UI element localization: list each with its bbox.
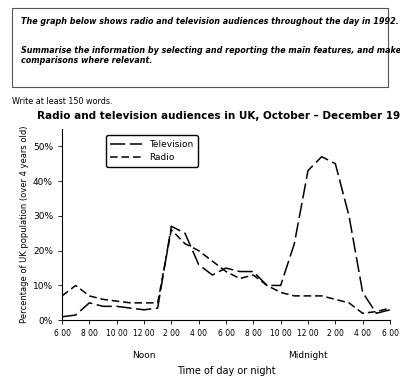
- Television: [210, 273, 215, 277]
- Television: [333, 161, 338, 166]
- Television: [155, 306, 160, 310]
- Television: [169, 224, 174, 229]
- FancyBboxPatch shape: [12, 8, 388, 87]
- Text: Summarise the information by selecting and reporting the main features, and make: Summarise the information by selecting a…: [22, 46, 400, 65]
- Legend: Television, Radio: Television, Radio: [106, 135, 198, 167]
- Text: Noon: Noon: [132, 351, 156, 360]
- Television: [374, 311, 379, 316]
- Television: [292, 241, 297, 246]
- Text: Midnight: Midnight: [288, 351, 328, 360]
- Radio: [333, 297, 338, 302]
- Television: [101, 304, 106, 309]
- Television: [87, 301, 92, 305]
- Television: [60, 315, 64, 319]
- Television: [182, 231, 187, 235]
- Television: [388, 307, 392, 312]
- Television: [224, 266, 228, 270]
- Television: [114, 304, 119, 309]
- Television: [128, 306, 133, 310]
- Television: [142, 307, 146, 312]
- Radio: [319, 294, 324, 298]
- Text: The graph below shows radio and television audiences throughout the day in 1992.: The graph below shows radio and televisi…: [22, 17, 399, 26]
- Television: [251, 269, 256, 274]
- Radio: [87, 294, 92, 298]
- Radio: [182, 241, 187, 246]
- Radio: [114, 299, 119, 303]
- Radio: [346, 301, 352, 305]
- Television: [346, 214, 352, 218]
- Television: [306, 168, 310, 173]
- Radio: [388, 306, 392, 310]
- Television: [73, 313, 78, 317]
- Television: [360, 290, 365, 295]
- Radio: [237, 276, 242, 281]
- Radio: [128, 301, 133, 305]
- Line: Radio: Radio: [62, 230, 390, 313]
- Television: [237, 269, 242, 274]
- Television: [196, 262, 201, 267]
- Y-axis label: Percentage of UK population (over 4 years old): Percentage of UK population (over 4 year…: [20, 126, 29, 323]
- Text: Write at least 150 words.: Write at least 150 words.: [12, 97, 112, 106]
- Radio: [292, 294, 297, 298]
- Radio: [374, 309, 379, 314]
- Radio: [306, 294, 310, 298]
- Television: [278, 283, 283, 288]
- Radio: [210, 259, 215, 263]
- Radio: [169, 227, 174, 232]
- Radio: [60, 294, 64, 298]
- Line: Television: Television: [62, 157, 390, 317]
- Radio: [196, 248, 201, 253]
- Radio: [155, 301, 160, 305]
- Radio: [142, 301, 146, 305]
- Title: Radio and television audiences in UK, October – December 1992: Radio and television audiences in UK, Oc…: [37, 111, 400, 121]
- X-axis label: Time of day or night: Time of day or night: [177, 366, 275, 376]
- Television: [265, 283, 270, 288]
- Radio: [251, 273, 256, 277]
- Radio: [278, 290, 283, 295]
- Radio: [224, 269, 228, 274]
- Radio: [265, 283, 270, 288]
- Television: [319, 154, 324, 159]
- Radio: [360, 311, 365, 316]
- Radio: [73, 283, 78, 288]
- Radio: [101, 297, 106, 302]
